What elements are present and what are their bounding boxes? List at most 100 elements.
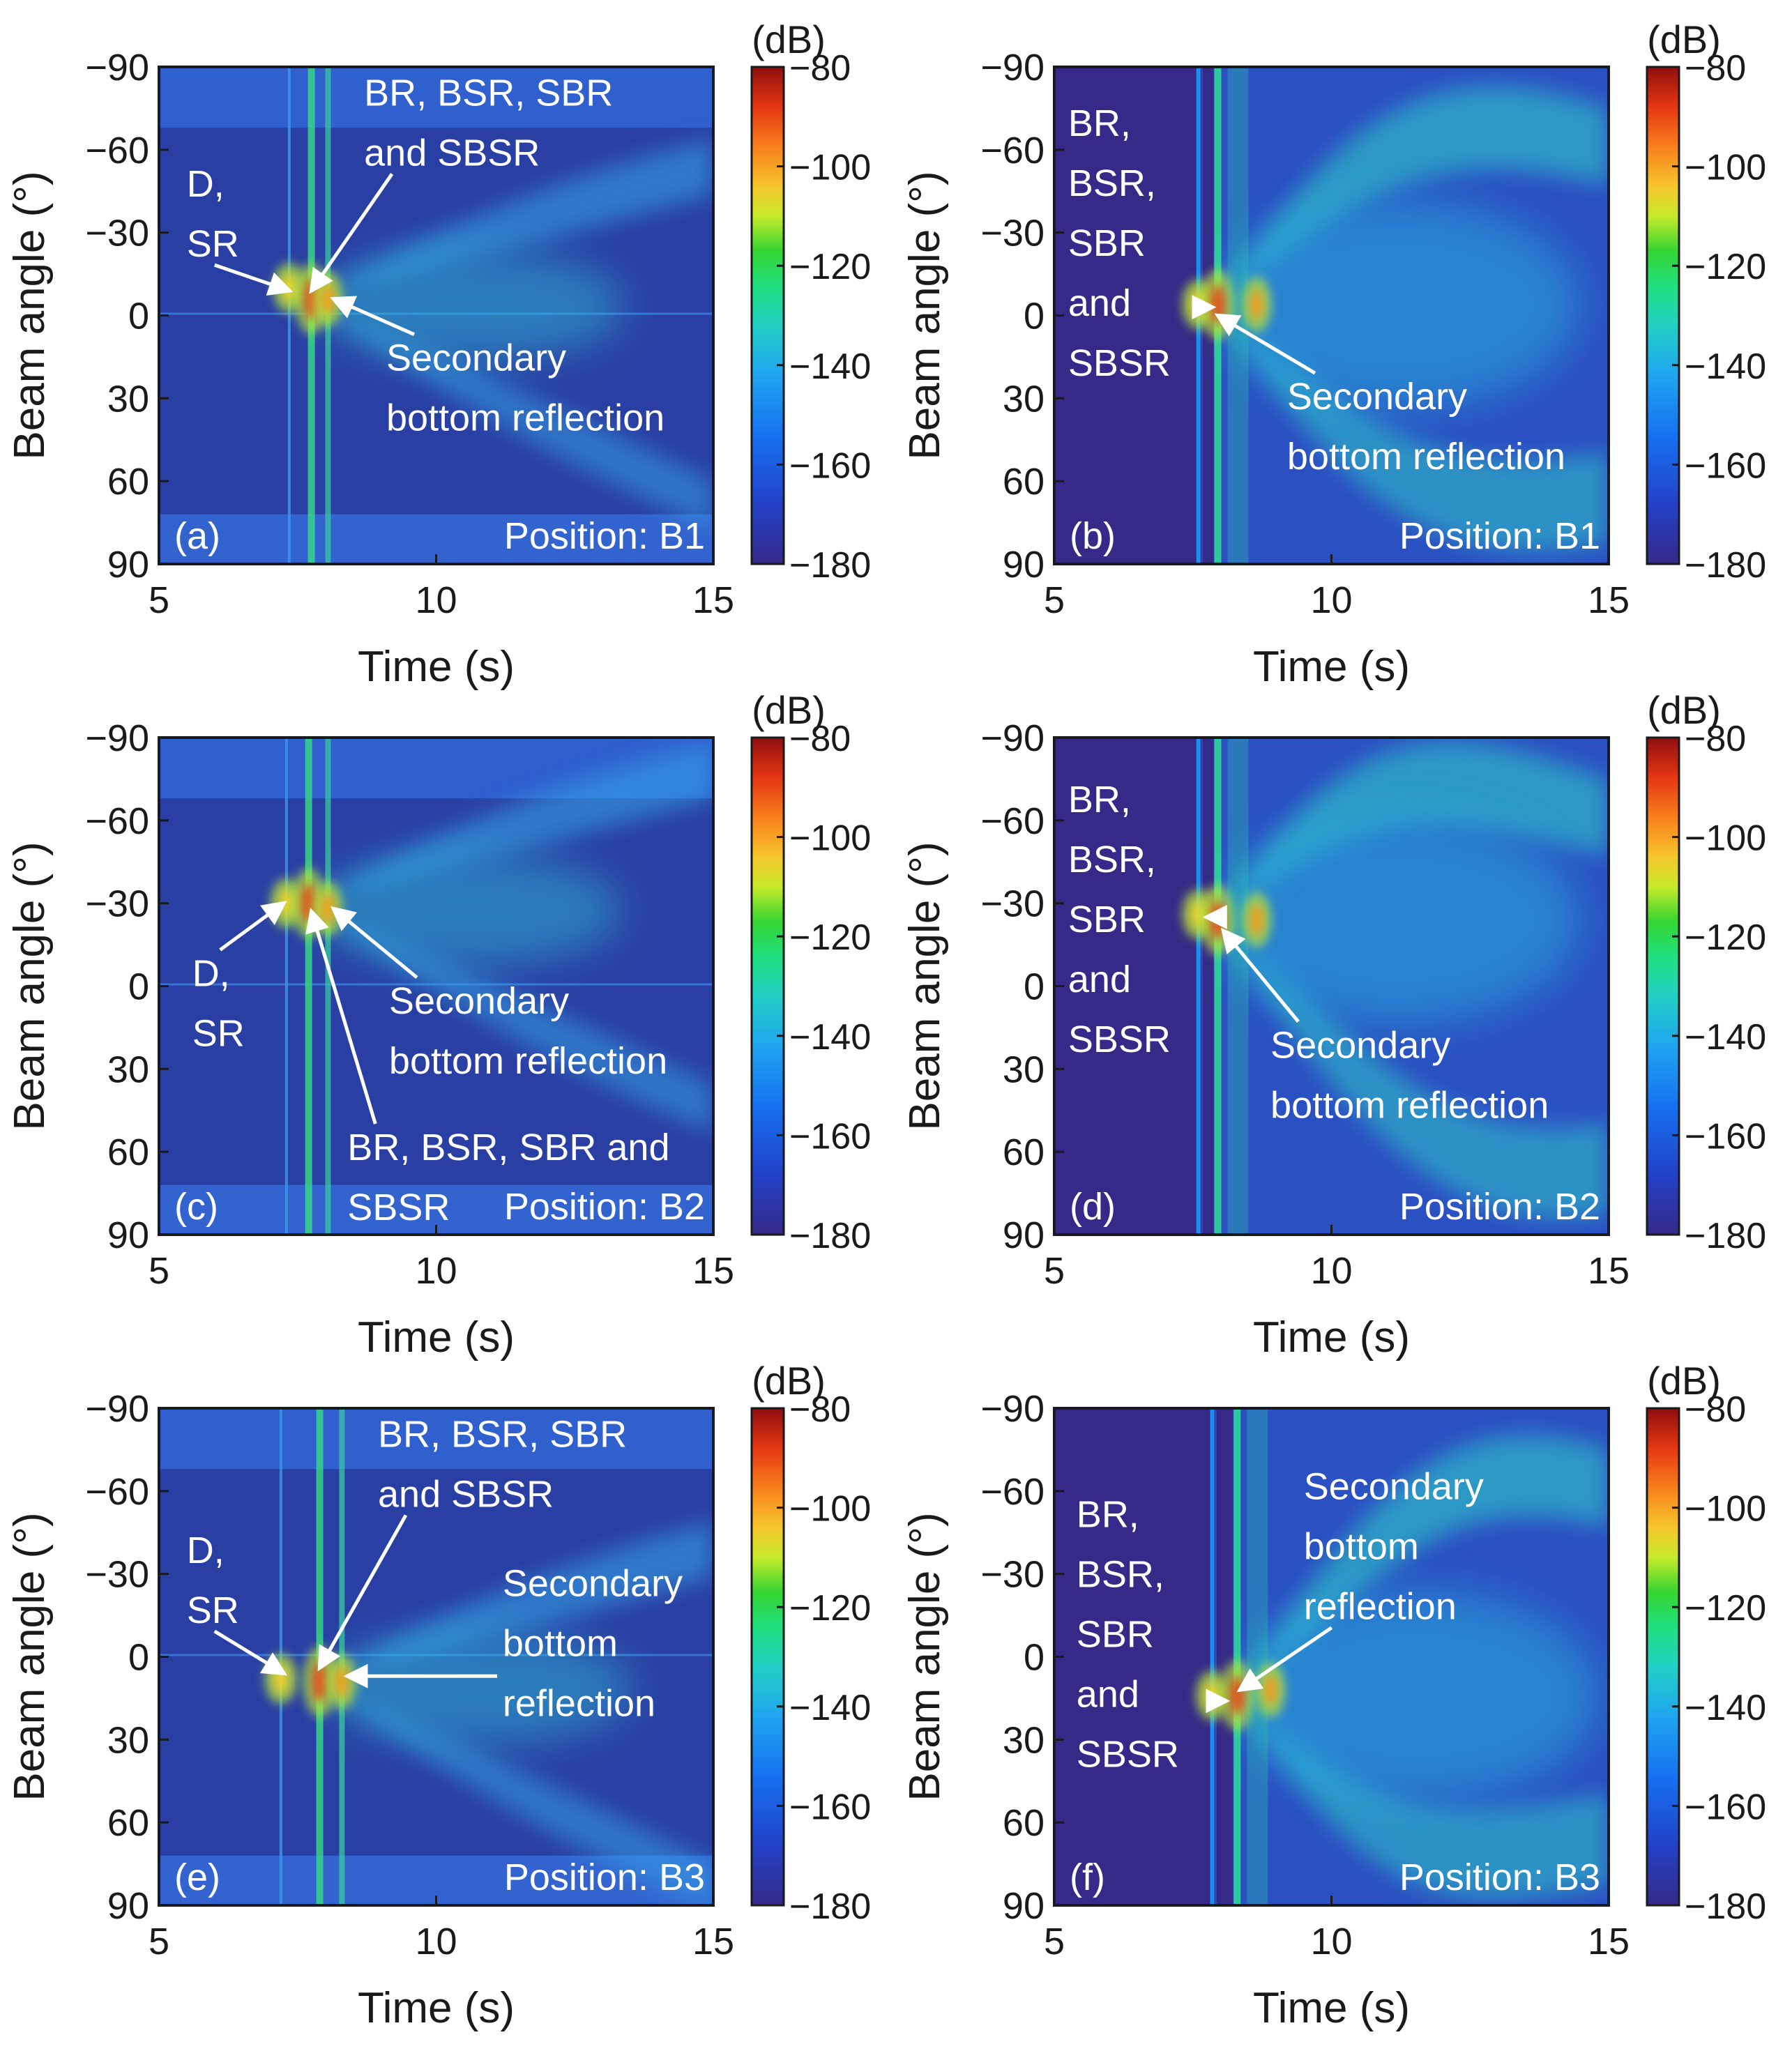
y-tick-label: −30 — [980, 213, 1045, 254]
y-tick-label: 0 — [128, 296, 149, 337]
colorbar-tick-label: −160 — [1685, 445, 1766, 486]
y-tick-label: 0 — [1024, 966, 1045, 1008]
x-axis-label: Time (s) — [358, 1984, 515, 2032]
annotation-text: bottom — [1304, 1526, 1419, 1568]
y-tick-label: −90 — [85, 47, 149, 89]
colorbar-tick-label: −80 — [789, 48, 851, 89]
direct-arrival-line — [1196, 738, 1201, 1235]
annotation-text: bottom reflection — [386, 397, 665, 439]
colorbar-tick-label: −180 — [1685, 545, 1766, 586]
y-tick-label: −60 — [980, 800, 1045, 842]
heatmap-area — [1054, 67, 1609, 564]
colorbar-tick-label: −180 — [789, 545, 871, 586]
gap-region — [1216, 1408, 1233, 1905]
x-tick-label: 15 — [692, 1250, 734, 1292]
annotation-arrow — [1214, 313, 1316, 375]
annotation-arrow — [317, 1514, 408, 1672]
annotation-text: bottom reflection — [1287, 436, 1565, 478]
annotation-text: D, — [187, 1530, 225, 1571]
annotation: Secondary bottom reflection — [343, 1562, 683, 1724]
colorbar-tick-label: −140 — [789, 1017, 871, 1058]
heatmap-area — [159, 738, 713, 1235]
panel-label: (e) — [174, 1856, 220, 1898]
y-tick-label: 0 — [128, 966, 149, 1008]
colorbar-tick-label: −80 — [1685, 1389, 1746, 1430]
y-tick-label: −90 — [980, 1388, 1045, 1430]
masked-region — [1054, 1408, 1215, 1905]
y-tick-label: −90 — [85, 717, 149, 759]
annotation-text: Secondary — [389, 980, 569, 1022]
x-tick-label: 5 — [1044, 579, 1065, 621]
annotation-text: SBR — [1077, 1613, 1154, 1655]
y-tick-label: 90 — [107, 1885, 149, 1927]
heatmap-area — [1054, 1408, 1609, 1905]
colorbar-tick-label: −140 — [1685, 1688, 1766, 1728]
annotation-text: SR — [192, 1013, 245, 1055]
panel-a: D, SR BR, BSR, SBR and SBSR Secondary bottom … — [6, 17, 871, 691]
colorbar-unit: (dB) — [1647, 17, 1721, 61]
annotation-text: BR, — [1068, 102, 1131, 144]
y-tick-label: 90 — [107, 1214, 149, 1256]
x-tick-label: 10 — [1310, 1921, 1352, 1962]
y-axis-label: Beam angle (°) — [901, 841, 949, 1130]
colorbar-tick-label: −160 — [1685, 1116, 1766, 1157]
colorbar-tick-label: −180 — [789, 1886, 871, 1927]
colorbar — [1646, 1407, 1680, 1907]
colorbar — [750, 66, 785, 565]
secondary-hotspot — [1250, 289, 1263, 320]
annotation-arrow — [213, 1629, 287, 1676]
fan-core — [1217, 199, 1581, 409]
y-tick-label: 60 — [107, 1131, 149, 1173]
colorbar-tick-label: −180 — [1685, 1216, 1766, 1256]
annotation-text: and SBSR — [378, 1473, 554, 1515]
x-tick-label: 15 — [1588, 1921, 1630, 1962]
colorbar-tick-label: −140 — [1685, 346, 1766, 387]
scatter-core — [326, 1633, 634, 1745]
annotation-arrow — [213, 263, 294, 296]
fan-core — [1217, 815, 1581, 1025]
gap-region — [1202, 738, 1214, 1235]
annotation-text: SBSR — [347, 1187, 450, 1228]
position-label: Position: B2 — [1399, 1186, 1600, 1228]
secondary-arrival-line — [325, 738, 331, 1235]
annotation-text: BR, BSR, SBR — [378, 1413, 627, 1455]
x-tick-label: 10 — [415, 579, 457, 621]
y-tick-label: 60 — [1003, 461, 1045, 503]
y-axis-label: Beam angle (°) — [6, 171, 54, 459]
x-axis-label: Time (s) — [1253, 643, 1410, 691]
annotation-text: BSR, — [1068, 162, 1156, 204]
colorbar-tick-label: −100 — [789, 1489, 871, 1530]
annotation-arrow — [330, 296, 415, 337]
y-tick-label: 90 — [1003, 1885, 1045, 1927]
colorbar-tick-label: −80 — [1685, 48, 1746, 89]
bottom-hotspot — [312, 1662, 327, 1702]
fan-upper — [1217, 86, 1609, 305]
annotation-text: SBR — [1068, 899, 1146, 940]
colorbar-tick-label: −120 — [789, 247, 871, 287]
secondary-hotspot — [335, 1666, 349, 1698]
colorbar-unit: (dB) — [752, 688, 826, 732]
y-tick-label: 60 — [107, 1802, 149, 1844]
direct-arrival-line — [284, 738, 288, 1235]
x-tick-label: 5 — [149, 1250, 169, 1292]
y-tick-label: −60 — [85, 1471, 149, 1513]
colorbar-tick-label: −100 — [789, 148, 871, 188]
x-tick-label: 5 — [149, 1921, 169, 1962]
colorbar-tick-label: −80 — [789, 719, 851, 759]
annotation-text: D, — [192, 953, 230, 995]
annotation: D, SR — [192, 901, 287, 1055]
annotation-text: BSR, — [1077, 1553, 1164, 1595]
bottom-arrival-halo — [1247, 1408, 1268, 1905]
annotation-arrow — [309, 173, 394, 294]
colorbar — [1646, 736, 1680, 1236]
annotation-text: BR, — [1068, 779, 1131, 821]
colorbar — [750, 736, 785, 1236]
annotation-text: and — [1077, 1673, 1139, 1715]
colorbar-tick-label: −160 — [789, 445, 871, 486]
annotation-text: Secondary — [1287, 376, 1467, 418]
masked-region — [1054, 738, 1201, 1235]
annotation-text: BR, BSR, SBR — [364, 72, 613, 114]
x-tick-label: 10 — [1310, 1250, 1352, 1292]
annotation-arrow — [219, 901, 287, 952]
fan-core — [1237, 1590, 1600, 1800]
